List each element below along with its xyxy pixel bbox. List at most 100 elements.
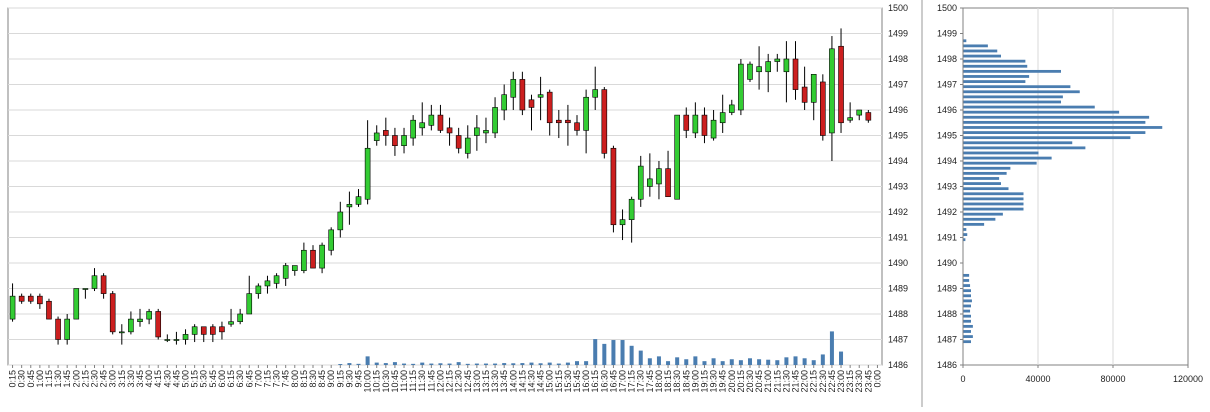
y-tick-label: 1491 xyxy=(888,233,908,243)
y-tick-label: 1493 xyxy=(888,182,908,192)
y-tick-label: 1490 xyxy=(888,258,908,268)
x-tick-label: 9:30 xyxy=(344,370,354,388)
x-tick-label: 23:45 xyxy=(863,370,873,393)
volume-bar xyxy=(420,362,425,365)
candle-down xyxy=(610,147,617,226)
x-tick-label: 15:30 xyxy=(563,370,573,393)
volume-bar xyxy=(620,340,625,365)
candle-up xyxy=(628,198,635,220)
candle-up xyxy=(464,137,471,154)
profile-bar xyxy=(963,100,1061,104)
candle-up xyxy=(237,313,243,322)
x-tick-label: 12:00 xyxy=(435,370,445,393)
profile-bar xyxy=(963,294,971,298)
x-tick-label: 1:00 xyxy=(35,370,45,388)
x-tick-label: 14:45 xyxy=(536,370,546,393)
x-tick-label: 10:30 xyxy=(381,370,391,393)
volume-bar xyxy=(766,359,771,365)
x-tick-label: 21:15 xyxy=(772,370,782,393)
candlestick-chart: 1486 1487 1488 1489 1490 1491 1492 1493 1494 1495… xyxy=(7,3,908,393)
x-tick-label: 10:00 xyxy=(363,370,373,393)
volume-bars xyxy=(338,331,844,365)
volume-bar xyxy=(820,354,825,365)
volume-bar xyxy=(365,356,370,365)
volume-bar xyxy=(611,340,616,365)
candle-down xyxy=(437,114,444,131)
candle-up xyxy=(73,288,80,320)
candle-down xyxy=(155,311,162,338)
x-tick-label: 21:45 xyxy=(791,370,801,393)
x-tick-label: 17:30 xyxy=(636,370,646,393)
volume-bar xyxy=(839,351,844,365)
candle-down xyxy=(556,119,562,124)
x-tick-label: 6:00 xyxy=(217,370,227,388)
candle-up xyxy=(328,229,334,251)
x-tick-label: 5:45 xyxy=(208,370,218,388)
profile-bar xyxy=(963,228,967,231)
volume-bar xyxy=(702,361,707,365)
candle-up xyxy=(592,89,599,98)
candle-down xyxy=(792,58,799,90)
volume-bar xyxy=(829,331,834,365)
profile-bar xyxy=(963,44,988,48)
profile-bar xyxy=(963,95,1063,99)
candle-down xyxy=(683,114,690,131)
profile-bar xyxy=(963,217,996,221)
candle-up xyxy=(774,58,781,62)
x-tick-label: 11:45 xyxy=(426,370,436,392)
x-tick-label: 17:00 xyxy=(618,370,628,393)
x-tick-label: 18:30 xyxy=(672,370,682,393)
x-tick-label: 80000 xyxy=(1100,374,1125,384)
x-tick-label: 14:15 xyxy=(517,370,527,393)
x-tick-label: 16:45 xyxy=(608,370,618,393)
volume-bar xyxy=(493,363,498,365)
y-tick-label: 1498 xyxy=(888,54,908,64)
y-tick-label: 1494 xyxy=(937,156,957,166)
volume-bar xyxy=(374,362,379,365)
candle-down xyxy=(455,135,462,149)
candle-up xyxy=(501,94,507,111)
x-tick-label: 7:15 xyxy=(262,370,272,388)
x-tick-label: 0:30 xyxy=(17,370,27,388)
candle-up xyxy=(856,109,863,116)
y-tick-label: 1492 xyxy=(937,207,957,217)
profile-bar xyxy=(963,187,1009,191)
candle-up xyxy=(401,135,407,146)
y-tick-label: 1489 xyxy=(937,284,957,294)
candle-up xyxy=(692,114,699,134)
profile-bar xyxy=(963,90,1080,94)
x-tick-label: 11:15 xyxy=(408,370,418,392)
candle-down xyxy=(210,326,216,335)
candle-up xyxy=(273,275,280,284)
x-tick-label: 13:15 xyxy=(481,370,491,393)
candle-down xyxy=(37,295,43,305)
candle-up xyxy=(246,293,253,315)
x-tick-label: 1:15 xyxy=(44,370,54,388)
x-tick-label: 12:15 xyxy=(445,370,455,393)
profile-bar xyxy=(963,171,1007,175)
volume-bar xyxy=(775,360,780,365)
x-tick-label: 19:30 xyxy=(709,370,719,393)
y-tick-label: 1495 xyxy=(937,131,957,141)
y-tick-label: 1497 xyxy=(937,80,957,90)
candle-down xyxy=(446,127,453,134)
y-tick-label: 1487 xyxy=(888,335,908,345)
volume-bar xyxy=(757,359,762,365)
x-tick-label: 120000 xyxy=(1173,374,1203,384)
x-tick-label: 3:30 xyxy=(126,370,136,388)
volume-bar xyxy=(538,363,543,365)
y-tick-label: 1491 xyxy=(937,233,957,243)
candle-up xyxy=(510,79,517,98)
volume-bar xyxy=(629,345,634,365)
profile-bar xyxy=(963,115,1150,119)
profile-bar xyxy=(963,49,998,53)
x-tick-label: 15:45 xyxy=(572,370,582,393)
x-tick-label: 4:30 xyxy=(162,370,172,388)
volume-bar xyxy=(402,363,407,365)
x-tick-label: 2:15 xyxy=(80,370,90,388)
x-tick-label: 22:15 xyxy=(809,370,819,393)
x-tick-label: 2:45 xyxy=(99,370,109,388)
profile-gridlines xyxy=(1037,8,1114,365)
candle-up xyxy=(264,280,271,287)
profile-bar xyxy=(963,238,966,242)
